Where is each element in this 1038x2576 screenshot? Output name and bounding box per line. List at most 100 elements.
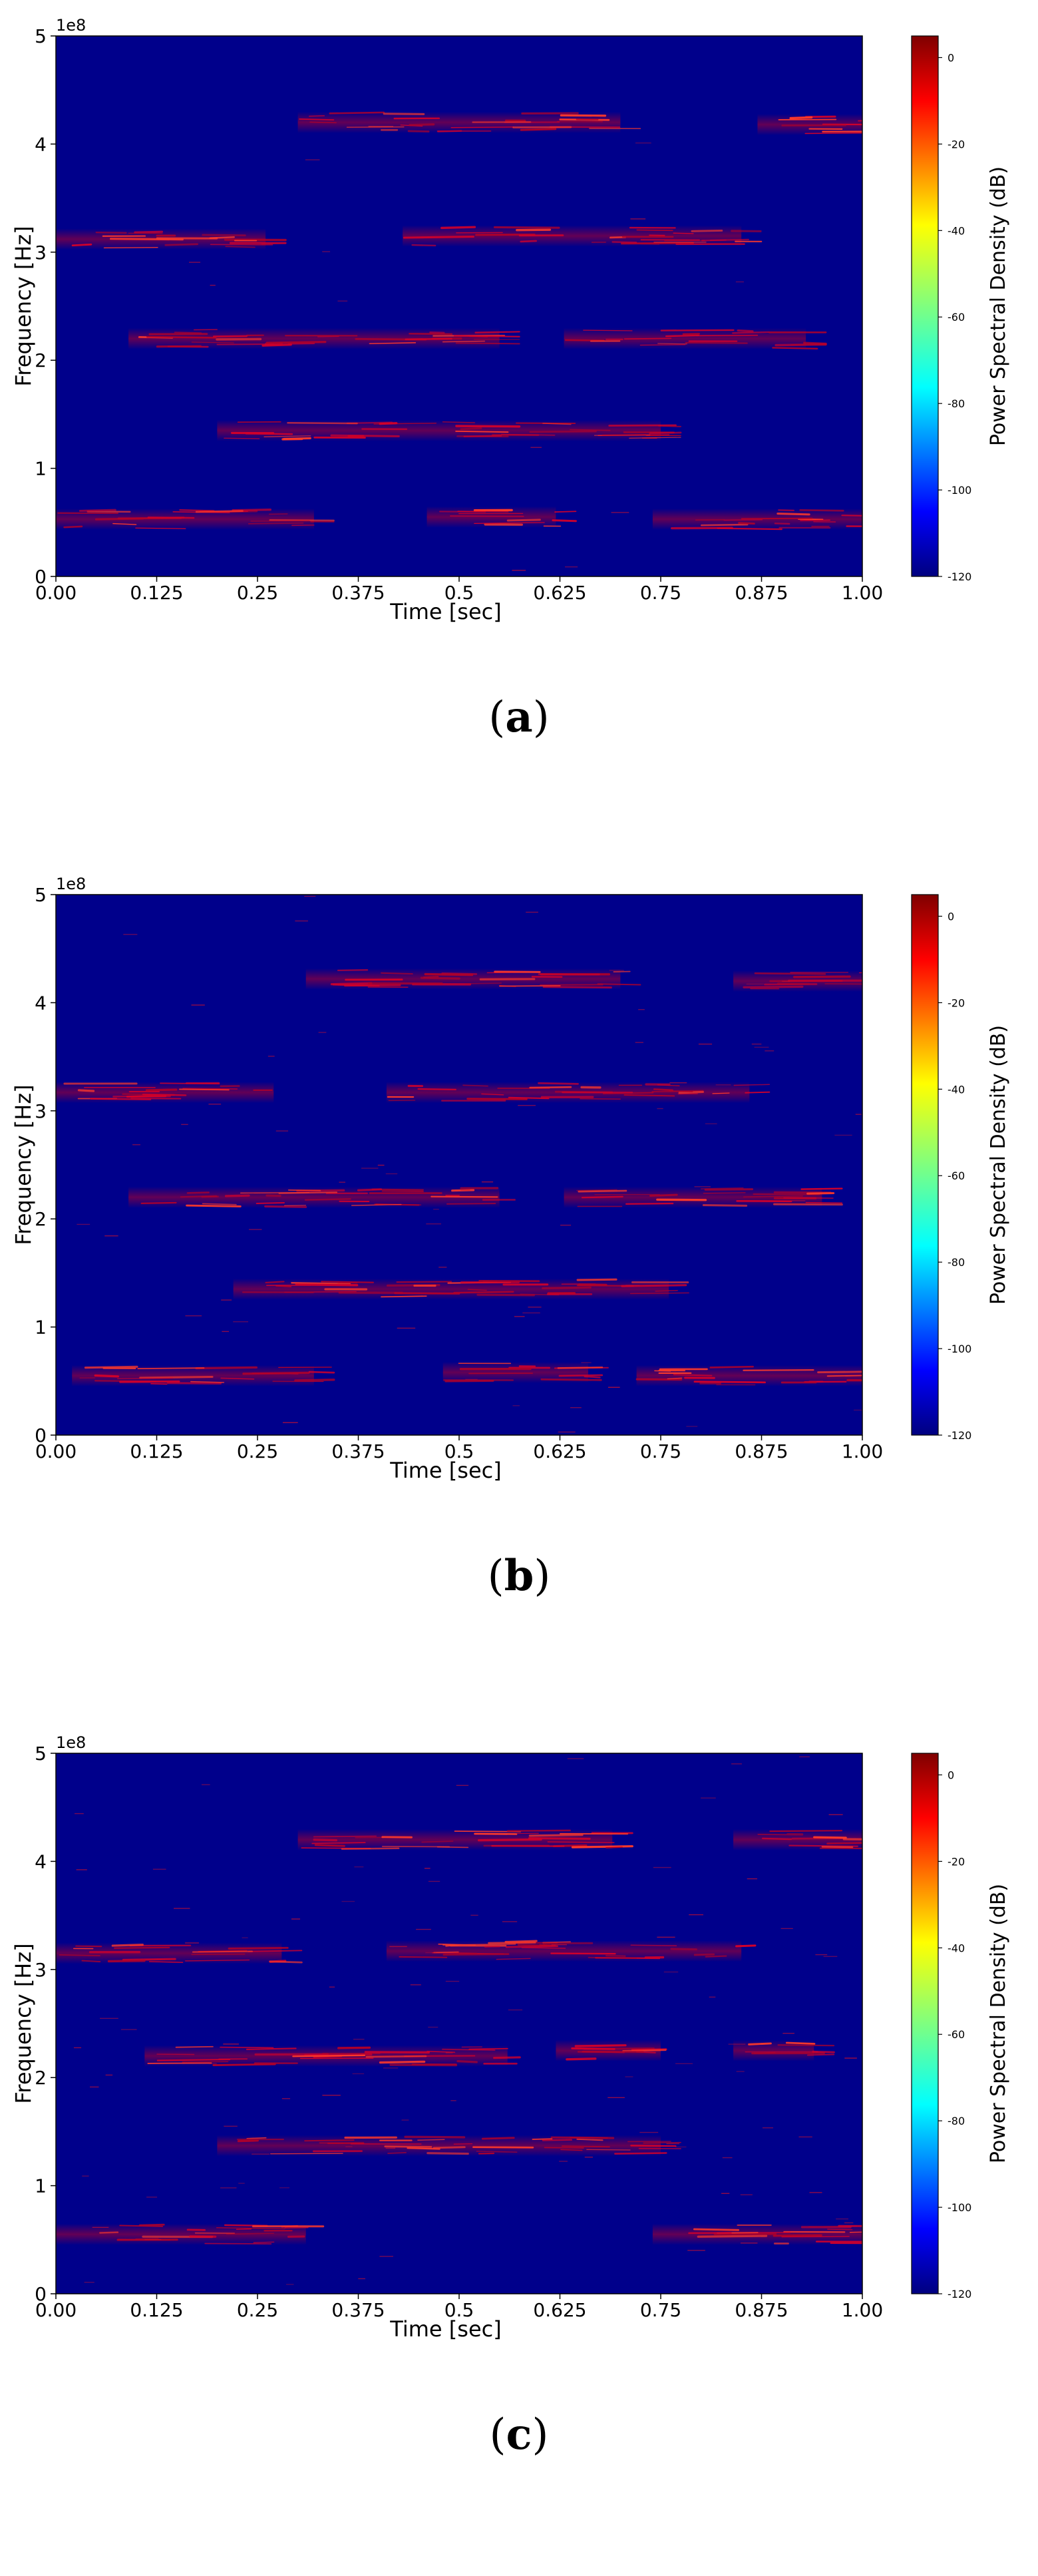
band-streak xyxy=(203,235,246,236)
band-streak xyxy=(456,426,520,427)
band-streak xyxy=(468,1099,527,1100)
signal-band xyxy=(653,2224,882,2245)
colorbar xyxy=(912,1753,938,2294)
band-streak xyxy=(774,1204,842,1205)
signal-band xyxy=(564,1187,842,1208)
signal-band xyxy=(403,225,761,246)
colorbar xyxy=(912,895,938,1435)
y-tick-label: 2 xyxy=(35,1208,47,1230)
band-streak xyxy=(192,1954,244,1955)
band-streak xyxy=(182,2061,228,2062)
signal-band xyxy=(56,1082,273,1103)
x-tick-label: 0.875 xyxy=(735,582,788,604)
panel-caption-a: (a) xyxy=(0,692,1038,742)
y-tick-label: 0 xyxy=(35,566,47,588)
colorbar-tick-label: -100 xyxy=(948,1343,971,1355)
signal-band xyxy=(217,420,681,441)
band-streak xyxy=(395,1293,459,1294)
band-streak xyxy=(539,1083,578,1084)
band-streak xyxy=(109,1961,144,1962)
band-streak xyxy=(530,1835,582,1836)
band-streak xyxy=(454,1292,514,1293)
band-streak xyxy=(271,2153,343,2154)
signal-band xyxy=(306,968,641,990)
signal-band xyxy=(56,2224,323,2245)
band-streak xyxy=(276,1286,291,1287)
colorbar-tick-label: -80 xyxy=(948,1256,965,1269)
band-streak xyxy=(249,523,303,524)
band-streak xyxy=(407,2148,439,2149)
band-streak xyxy=(494,227,559,228)
x-tick-label: 0.75 xyxy=(640,582,681,604)
band-streak xyxy=(494,2057,520,2058)
y-tick-label: 2 xyxy=(35,349,47,371)
band-streak xyxy=(661,330,734,331)
band-streak xyxy=(305,2140,353,2141)
signal-band xyxy=(757,114,882,135)
band-streak xyxy=(265,1206,306,1207)
band-streak xyxy=(542,1379,601,1380)
x-tick-label: 0.25 xyxy=(237,2299,278,2321)
band-streak xyxy=(743,1370,813,1371)
band-streak xyxy=(236,2229,251,2230)
colorbar-tick-label: 0 xyxy=(948,51,954,64)
band-streak xyxy=(211,244,273,245)
band-streak xyxy=(288,343,314,344)
colorbar-tick-label: -40 xyxy=(948,1942,965,1954)
colorbar-tick-label: -80 xyxy=(948,397,965,410)
colorbar-tick-label: -100 xyxy=(948,2201,971,2214)
band-streak xyxy=(521,129,556,130)
band-streak xyxy=(609,425,676,426)
signal-band xyxy=(56,1942,301,1964)
band-streak xyxy=(560,1375,602,1376)
band-streak xyxy=(226,1195,249,1196)
band-streak xyxy=(733,332,769,333)
band-streak xyxy=(724,520,762,521)
band-streak xyxy=(615,2153,666,2154)
y-tick-label: 2 xyxy=(35,2067,47,2089)
band-streak xyxy=(331,435,399,436)
band-streak xyxy=(613,971,629,972)
signal-band xyxy=(443,1362,608,1383)
band-streak xyxy=(442,227,475,228)
band-streak xyxy=(476,331,520,332)
band-streak xyxy=(299,119,333,120)
band-streak xyxy=(631,1945,676,1946)
y-multiplier-label: 1e8 xyxy=(56,16,86,35)
panel-label-c: c xyxy=(506,2410,532,2460)
colorbar-tick-label: -120 xyxy=(948,2288,971,2300)
band-streak xyxy=(284,438,310,439)
x-tick-label: 0.25 xyxy=(237,1440,278,1462)
band-streak xyxy=(552,2137,613,2138)
band-streak xyxy=(399,1957,446,1958)
band-streak xyxy=(151,1384,167,1385)
band-streak xyxy=(447,1203,495,1204)
band-streak xyxy=(214,2064,275,2065)
band-streak xyxy=(694,2229,738,2230)
band-streak xyxy=(425,974,472,975)
band-streak xyxy=(814,1837,846,1838)
band-streak xyxy=(464,436,501,437)
y-tick-label: 1 xyxy=(35,2175,47,2197)
band-streak xyxy=(473,2147,532,2148)
y-axis-label: Frequency [Hz] xyxy=(11,1084,36,1245)
band-streak xyxy=(692,230,722,231)
band-streak xyxy=(808,1193,834,1194)
band-streak xyxy=(775,523,789,524)
x-tick-label: 1.00 xyxy=(842,1440,883,1462)
x-tick-label: 0.25 xyxy=(237,582,278,604)
signal-band xyxy=(298,1829,633,1850)
band-streak xyxy=(695,1382,765,1383)
band-streak xyxy=(521,241,536,242)
band-streak xyxy=(755,973,825,974)
band-streak xyxy=(790,117,812,118)
band-streak xyxy=(739,523,755,524)
signal-band xyxy=(56,228,285,250)
band-streak xyxy=(196,511,242,512)
band-streak xyxy=(309,1372,334,1373)
band-streak xyxy=(822,1846,852,1847)
band-streak xyxy=(530,431,596,432)
band-streak xyxy=(625,338,671,339)
band-streak xyxy=(778,514,809,515)
